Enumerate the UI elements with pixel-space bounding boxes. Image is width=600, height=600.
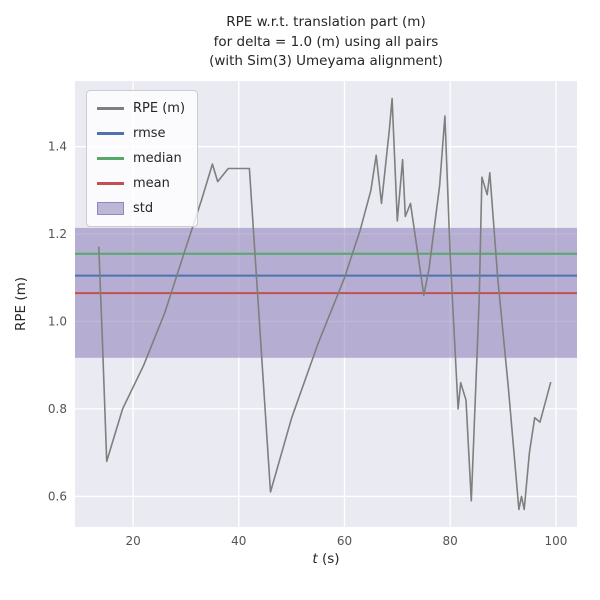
rpe-line [98,97,552,511]
chart-title-line-1: RPE w.r.t. translation part (m) [226,14,426,30]
x-axis-label-unit: (s) [317,551,340,567]
x-tick-label: 40 [231,534,246,548]
legend-label-rpe: RPE (m) [133,101,186,116]
legend-item-rpe: RPE (m) [97,99,185,118]
chart-title-line-3: (with Sim(3) Umeyama alignment) [209,53,443,69]
x-tick-label: 80 [443,534,458,548]
mean-line-swatch [97,182,124,185]
chart-title-line-2: for delta = 1.0 (m) using all pairs [213,33,439,50]
std-band-swatch [97,202,124,215]
y-tick-label: 0.8 [48,402,67,416]
rpe-line-swatch [97,107,124,110]
legend-item-mean: mean [97,174,185,193]
chart-title: RPE w.r.t. translation part (m) for delt… [75,13,577,72]
x-axis-label: t (s) [75,551,577,567]
x-tick-label: 100 [544,534,567,548]
y-tick-label: 1.2 [48,227,67,241]
legend-label-rmse: rmse [133,126,166,141]
y-tick-label: 0.6 [48,489,67,503]
legend-label-std: std [133,201,154,216]
y-tick-label: 1.4 [48,140,67,154]
legend-label-median: median [133,151,182,166]
legend-item-std: std [97,199,185,218]
x-tick-label: 60 [337,534,352,548]
legend: RPE (m) rmse median mean std [86,90,199,227]
rmse-line-swatch [97,132,124,135]
x-axis-label-variable: t [312,551,318,567]
y-tick-label: 1.0 [48,315,67,329]
legend-label-mean: mean [133,176,170,191]
legend-item-rmse: rmse [97,124,185,143]
x-tick-label: 20 [125,534,140,548]
median-line-swatch [97,157,124,160]
y-axis-label: RPE (m) [13,276,29,332]
legend-item-median: median [97,149,185,168]
